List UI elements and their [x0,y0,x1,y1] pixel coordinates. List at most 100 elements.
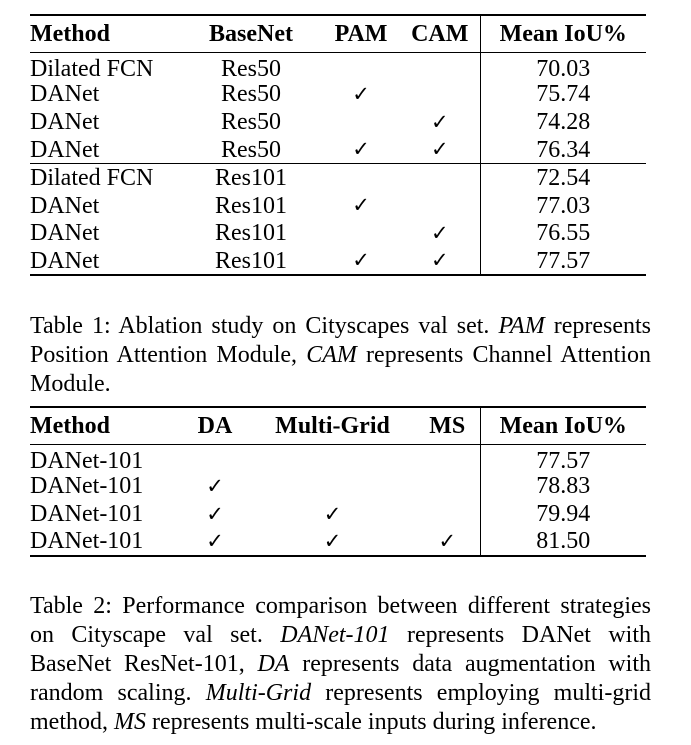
cell-method: DANet-101 [30,473,144,500]
cell-multi-grid [250,473,415,501]
table-row: DANet Res101 ✓ 77.03 [30,191,646,220]
caption-term-multi-grid: Multi-Grid [205,680,312,706]
header-pam: PAM [322,15,400,53]
ablation-table: Method BaseNet PAM CAM Mean IoU% Dilated… [30,14,646,277]
cell-ms [415,473,480,501]
strategy-table: Method DA Multi-Grid MS Mean IoU% DANet-… [30,406,646,557]
cell-basenet: Res50 [180,136,322,165]
cell-method: DANet [30,247,180,277]
cell-method: DANet [30,109,100,136]
cell-mean-iou: 74.28 [479,108,646,137]
cell-mean-iou: 81.50 [479,528,646,557]
cell-mean-iou: 72.54 [479,163,646,192]
caption-term-ms: MS [114,709,146,735]
caption-label: Table 1: Ablation study on Cityscapes va… [30,313,490,339]
cell-da: ✓ [180,528,250,557]
table-row: DANet-101 ✓ 78.83 [30,472,646,501]
cell-pam [322,108,400,136]
cell-method: DANet-101 [30,447,144,474]
caption-text: represents multi-scale inputs during inf… [152,709,597,735]
cell-basenet: Res101 [215,165,287,192]
cell-basenet: Res50 [221,81,281,108]
table-row: DANet Res101 ✓ ✓ 77.57 [30,247,646,277]
cell-pam [322,52,400,81]
cell-cam: ✓ [430,109,449,134]
cell-mean-iou: 76.34 [479,136,646,165]
caption-term-cam: CAM [306,342,357,368]
table-row: DANet-101 77.57 [30,444,646,473]
cell-mean-iou: 79.94 [479,500,646,529]
cell-method: Dilated FCN [30,165,154,192]
table-row: DANet-101 ✓ ✓ 79.94 [30,500,646,529]
table-row: DANet Res50 ✓ 75.74 [30,80,646,109]
cell-basenet: Res101 [215,220,287,247]
cell-method: Dilated FCN [30,55,154,82]
cell-basenet: Res50 [221,109,281,136]
table1-caption: Table 1: Ablation study on Cityscapes va… [30,312,651,399]
table-row: DANet Res50 ✓ 74.28 [30,108,646,137]
cell-pam [322,164,400,192]
cell-da [180,444,250,473]
header-cam: CAM [400,15,480,53]
cell-method: DANet-101 [30,501,144,528]
cell-mean-iou: 78.83 [479,472,646,501]
header-mean-iou: Mean IoU% [479,15,646,53]
cell-mean-iou: 76.55 [479,219,646,248]
cell-mean-iou: 75.74 [479,80,646,109]
header-multi-grid: Multi-Grid [250,407,415,445]
header-mean-iou: Mean IoU% [479,407,646,445]
caption-term-danet-101: DANet-101 [280,622,390,648]
caption-text: represents Position Attention Module, [30,313,652,368]
cell-mean-iou: 77.57 [479,247,646,277]
caption-text: represents employing multi-grid method, [30,680,651,735]
cell-cam [400,164,480,192]
cell-method: DANet [30,192,100,219]
cell-mean-iou: 70.03 [479,52,646,81]
header-method: Method [30,15,180,53]
table-header-row: Method BaseNet PAM CAM Mean IoU% [30,15,646,53]
caption-text: represents data augmentation with random… [30,651,652,706]
cell-pam: ✓ [352,193,370,218]
table-row: Dilated FCN Res101 72.54 [30,163,646,192]
table-row: DANet Res101 ✓ 76.55 [30,219,646,248]
cell-method: DANet [30,81,100,108]
cell-basenet: Res101 [180,247,322,277]
cell-basenet: Res50 [221,55,281,82]
table-row: DANet Res50 ✓ ✓ 76.34 [30,136,646,165]
cell-pam [322,219,400,247]
caption-term-da: DA [257,651,290,677]
cell-method: DANet [30,136,180,165]
header-basenet: BaseNet [180,15,322,53]
cell-cam: ✓ [430,220,449,245]
cell-basenet: Res101 [215,192,287,219]
cell-mean-iou: 77.03 [479,191,646,220]
cell-ms [415,444,480,473]
header-ms: MS [415,407,480,445]
cell-cam: ✓ [400,136,480,165]
cell-da: ✓ [206,473,224,498]
caption-text: represents DANet with BaseNet ResNet-101… [30,622,652,677]
table-row: DANet-101 ✓ ✓ ✓ 81.50 [30,528,646,557]
header-method: Method [30,407,180,445]
cell-mean-iou: 77.57 [479,444,646,473]
cell-pam: ✓ [322,136,400,165]
caption-label: Table 2: Performance comparison between … [30,593,651,648]
cell-ms [415,500,480,528]
cell-cam: ✓ [400,247,480,277]
cell-method: DANet [30,220,100,247]
cell-method: DANet-101 [30,528,180,557]
caption-text: represents Channel Attention Module. [30,342,651,397]
cell-multi-grid [250,444,415,473]
table-header-row: Method DA Multi-Grid MS Mean IoU% [30,407,646,445]
cell-multi-grid: ✓ [323,501,342,526]
cell-cam [400,52,480,81]
cell-pam: ✓ [322,247,400,277]
cell-multi-grid: ✓ [250,528,415,557]
table-row: Dilated FCN Res50 70.03 [30,52,646,81]
cell-cam [400,81,480,109]
cell-da: ✓ [206,501,224,526]
table2-caption: Table 2: Performance comparison between … [30,592,651,737]
cell-cam [400,192,480,220]
caption-term-pam: PAM [498,313,545,339]
cell-ms: ✓ [415,528,480,557]
